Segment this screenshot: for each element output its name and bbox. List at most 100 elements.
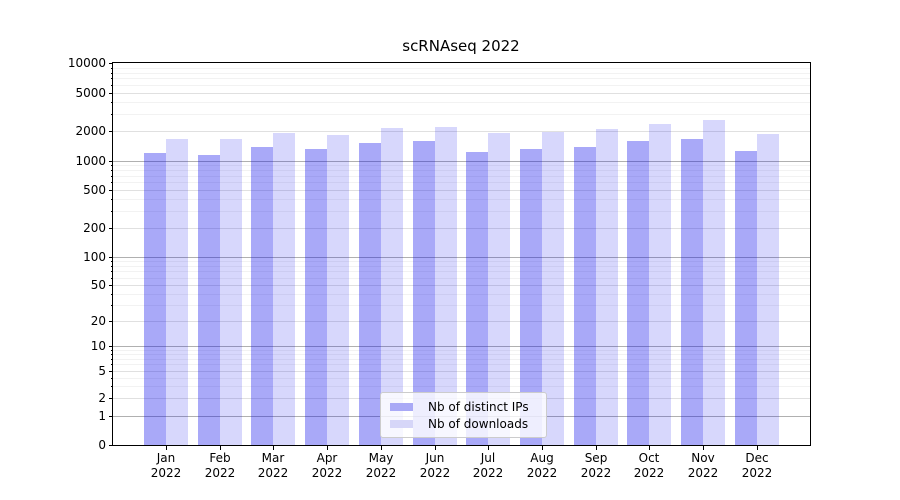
y-tick-label: 1000 xyxy=(75,154,106,168)
x-tick-label: Jan 2022 xyxy=(150,451,182,480)
y-tick-label: 2 xyxy=(98,391,106,405)
gridline-minor xyxy=(113,350,810,351)
gridline-minor xyxy=(113,78,810,79)
y-minor-tick-mark xyxy=(110,305,113,306)
x-tick-label: Apr 2022 xyxy=(311,451,343,480)
gridline-minor xyxy=(113,261,810,262)
y-tick-label: 50 xyxy=(90,278,106,292)
x-tick-mark xyxy=(273,446,274,450)
gridline-minor xyxy=(113,199,810,200)
y-minor-tick-mark xyxy=(110,68,113,69)
y-minor-tick-mark xyxy=(110,261,113,262)
x-tick-mark xyxy=(220,446,221,450)
y-tick-label: 1 xyxy=(98,409,106,423)
y-tick-mark xyxy=(109,346,113,347)
y-minor-tick-mark xyxy=(110,78,113,79)
x-tick-mark xyxy=(166,446,167,450)
x-tick-label: Oct 2022 xyxy=(633,451,665,480)
x-tick-label: Mar 2022 xyxy=(257,451,289,480)
gridline-major xyxy=(113,346,810,347)
y-tick-mark xyxy=(109,93,113,94)
gridline-major xyxy=(113,257,810,258)
bar-downloads xyxy=(166,139,188,445)
y-minor-tick-mark xyxy=(110,359,113,360)
y-minor-tick-mark xyxy=(110,378,113,379)
x-tick-mark xyxy=(488,446,489,450)
y-tick-mark xyxy=(109,63,113,64)
gridline-minor xyxy=(113,85,810,86)
gridline xyxy=(113,321,810,322)
gridline-minor xyxy=(113,364,810,365)
bar-distinct-ips xyxy=(735,151,757,445)
y-minor-tick-mark xyxy=(110,182,113,183)
y-minor-tick-mark xyxy=(110,211,113,212)
y-minor-tick-mark xyxy=(110,364,113,365)
legend-row: Nb of distinct IPs xyxy=(387,398,539,415)
x-tick-label: Aug 2022 xyxy=(526,451,558,480)
y-tick-label: 5 xyxy=(98,364,106,378)
bar-downloads xyxy=(542,132,564,445)
gridline-minor xyxy=(113,73,810,74)
legend-swatch-downloads xyxy=(390,419,413,428)
y-minor-tick-mark xyxy=(110,73,113,74)
gridline-minor xyxy=(113,266,810,267)
bar-downloads xyxy=(649,124,671,445)
y-tick-label: 2000 xyxy=(75,124,106,138)
gridline-minor xyxy=(113,271,810,272)
legend-swatch-distinct-ips xyxy=(390,402,413,411)
y-tick-mark xyxy=(109,228,113,229)
gridline-minor xyxy=(113,359,810,360)
legend-label: Nb of distinct IPs xyxy=(428,399,529,414)
y-tick-mark xyxy=(109,416,113,417)
gridline xyxy=(113,190,810,191)
y-minor-tick-mark xyxy=(110,386,113,387)
y-minor-tick-mark xyxy=(110,271,113,272)
gridline-minor xyxy=(113,278,810,279)
y-tick-mark xyxy=(109,131,113,132)
y-tick-label: 0 xyxy=(98,438,106,452)
y-minor-tick-mark xyxy=(110,176,113,177)
y-tick-mark xyxy=(109,257,113,258)
bar-downloads xyxy=(327,135,349,445)
y-tick-mark xyxy=(109,398,113,399)
bar-downloads xyxy=(596,129,618,445)
x-tick-label: Feb 2022 xyxy=(204,451,236,480)
gridline-minor xyxy=(113,102,810,103)
gridline-minor xyxy=(113,378,810,379)
bar-distinct-ips xyxy=(251,147,273,445)
bar-distinct-ips xyxy=(198,155,220,445)
x-tick-mark xyxy=(327,446,328,450)
gridline-minor xyxy=(113,354,810,355)
y-tick-mark xyxy=(109,161,113,162)
y-minor-tick-mark xyxy=(110,278,113,279)
bar-downloads xyxy=(757,134,779,445)
legend-label: Nb of downloads xyxy=(428,416,529,431)
bar-distinct-ips xyxy=(466,152,488,445)
y-tick-mark xyxy=(109,371,113,372)
y-minor-tick-mark xyxy=(110,350,113,351)
gridline-minor xyxy=(113,182,810,183)
gridline-major xyxy=(113,161,810,162)
bar-distinct-ips xyxy=(574,147,596,445)
x-tick-mark xyxy=(649,446,650,450)
gridline-minor xyxy=(113,386,810,387)
gridline xyxy=(113,228,810,229)
gridline-minor xyxy=(113,68,810,69)
y-tick-label: 20 xyxy=(90,314,106,328)
gridline-minor xyxy=(113,294,810,295)
bar-distinct-ips xyxy=(305,149,327,445)
bar-distinct-ips xyxy=(359,143,381,445)
y-minor-tick-mark xyxy=(110,114,113,115)
x-tick-label: Dec 2022 xyxy=(741,451,773,480)
gridline-minor xyxy=(113,165,810,166)
bar-downloads xyxy=(703,120,725,445)
x-tick-mark xyxy=(703,446,704,450)
y-minor-tick-mark xyxy=(110,102,113,103)
y-tick-label: 200 xyxy=(83,221,106,235)
x-tick-mark xyxy=(435,446,436,450)
x-tick-label: Jun 2022 xyxy=(419,451,451,480)
y-tick-label: 500 xyxy=(83,183,106,197)
bar-downloads xyxy=(435,127,457,445)
y-minor-tick-mark xyxy=(110,266,113,267)
legend: Nb of distinct IPs Nb of downloads xyxy=(380,392,547,438)
